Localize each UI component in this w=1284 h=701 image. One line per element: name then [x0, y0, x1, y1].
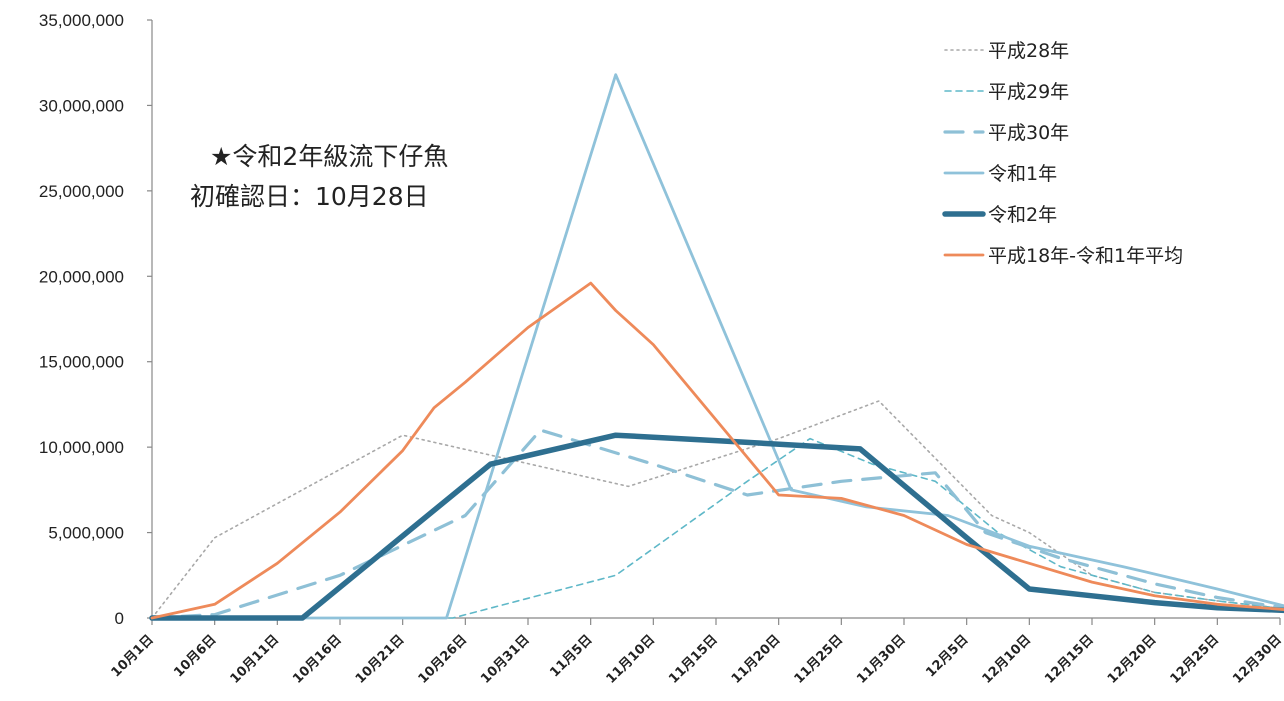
- legend-label-5: 令和2年: [988, 204, 1057, 226]
- x-tick-label: 10月21日: [353, 632, 408, 687]
- x-tick-label: 11月25日: [792, 632, 847, 687]
- annotation: ★令和2年級流下仔魚 初確認日：10月28日: [190, 142, 448, 211]
- y-tick-label: 25,000,000: [39, 182, 124, 201]
- x-tick-label: 12月20日: [1105, 632, 1160, 687]
- x-tick-label: 10月16日: [290, 632, 345, 687]
- legend-label-2: 平成29年: [988, 81, 1069, 103]
- legend-label-3: 平成30年: [988, 122, 1069, 144]
- series-line-4: [150, 73, 1284, 620]
- x-tick-label: 10月26日: [416, 632, 471, 687]
- x-tick-label: 11月30日: [854, 632, 909, 687]
- x-tick-label: 10月31日: [478, 632, 533, 687]
- x-tick-label: 12月15日: [1042, 632, 1097, 687]
- series-line-6: [150, 281, 1284, 620]
- series-line-2: [151, 437, 1284, 619]
- y-axis: 0 5,000,000 10,000,000 15,000,000 20,000,000…: [39, 11, 153, 628]
- x-axis: 10月1日 10月6日 10月11日 10月16日 10月21日 10月26日 10月31日…: [109, 617, 1284, 687]
- y-tick-label: 15,000,000: [39, 353, 124, 372]
- x-tick-label: 11月15日: [666, 632, 721, 687]
- x-tick-label: 12月10日: [980, 632, 1035, 687]
- y-tick-label: 20,000,000: [39, 267, 124, 286]
- series-line-5: [149, 432, 1284, 621]
- series-line-3: [150, 428, 1284, 620]
- annotation-line-1: ★令和2年級流下仔魚: [210, 142, 448, 171]
- legend-label-4: 令和1年: [988, 163, 1057, 185]
- legend-label-1: 平成28年: [988, 40, 1069, 62]
- y-tick-label: 10,000,000: [39, 438, 124, 457]
- x-tick-label: 10月1日: [109, 632, 157, 680]
- series-layer: [149, 73, 1284, 621]
- x-tick-label: 11月5日: [547, 632, 595, 680]
- y-tick-label: 35,000,000: [39, 11, 124, 30]
- x-tick-label: 12月5日: [923, 632, 971, 680]
- x-tick-label: 11月20日: [729, 632, 784, 687]
- y-tick-label: 5,000,000: [48, 524, 124, 543]
- x-tick-label: 11月10日: [604, 632, 659, 687]
- x-tick-label: 12月30日: [1230, 632, 1284, 687]
- x-tick-label: 12月25日: [1168, 632, 1223, 687]
- y-tick-label: 30,000,000: [39, 96, 124, 115]
- x-tick-label: 10月6日: [171, 632, 219, 680]
- x-tick-label: 10月11日: [228, 632, 283, 687]
- annotation-line-2: 初確認日：10月28日: [190, 182, 429, 211]
- y-tick-label: 0: [115, 609, 124, 628]
- legend-label-6: 平成18年-令和1年平均: [988, 245, 1183, 267]
- series-line-1: [151, 400, 1284, 619]
